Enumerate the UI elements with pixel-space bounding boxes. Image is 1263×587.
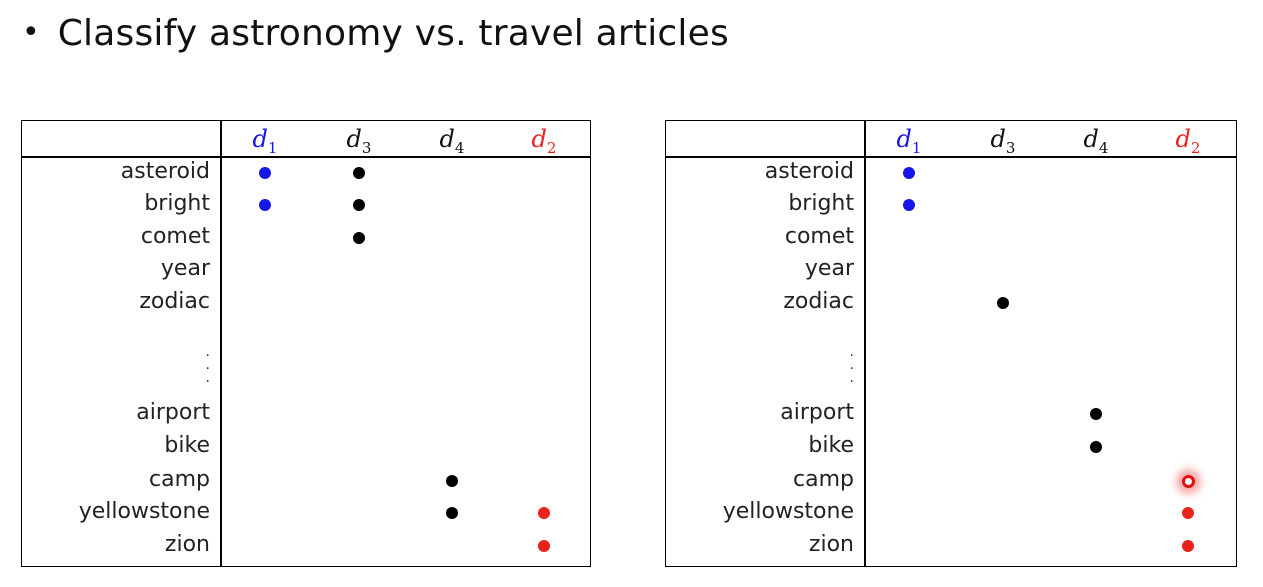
term-label-zion: zion <box>808 532 854 557</box>
dot-comet-d3 <box>353 232 365 244</box>
dot-camp-d2 <box>1181 474 1195 488</box>
ellipsis: . . . <box>849 344 854 386</box>
right-table: d1 d3 d4 d2 asteroid bright comet year zodiac air… <box>665 120 1237 567</box>
dot-zion-d2 <box>1182 540 1194 552</box>
term-label-asteroid: asteroid <box>764 159 854 184</box>
header-divider <box>666 156 1236 158</box>
term-label-asteroid: asteroid <box>120 159 210 184</box>
term-label-comet: comet <box>784 224 854 249</box>
column-header-d4: d4 <box>439 125 465 157</box>
bullet-icon: • <box>22 15 40 50</box>
dot-asteroid-d1 <box>903 167 915 179</box>
term-label-camp: camp <box>149 467 210 492</box>
term-label-comet: comet <box>140 224 210 249</box>
term-label-zodiac: zodiac <box>783 289 854 314</box>
term-label-year: year <box>160 256 210 281</box>
column-header-d1: d1 <box>252 125 278 157</box>
column-divider <box>864 121 866 566</box>
term-label-bike: bike <box>808 433 854 458</box>
term-label-airport: airport <box>136 400 210 425</box>
dot-yellowstone-d2 <box>1182 507 1194 519</box>
column-header-d2: d2 <box>531 125 557 157</box>
column-header-d3: d3 <box>990 125 1016 157</box>
column-divider <box>220 121 222 566</box>
dot-bright-d1 <box>903 199 915 211</box>
term-label-yellowstone: yellowstone <box>722 499 854 524</box>
column-header-d4: d4 <box>1083 125 1109 157</box>
dot-bike-d4 <box>1090 441 1102 453</box>
column-header-d2: d2 <box>1175 125 1201 157</box>
term-label-zodiac: zodiac <box>139 289 210 314</box>
header-divider <box>22 156 590 158</box>
term-label-yellowstone: yellowstone <box>78 499 210 524</box>
dot-bright-d1 <box>259 199 271 211</box>
column-header-d1: d1 <box>896 125 922 157</box>
slide-title: Classify astronomy vs. travel articles <box>57 12 729 54</box>
left-table: d1 d3 d4 d2 asteroid bright comet year zodiac air… <box>21 120 591 567</box>
term-label-airport: airport <box>780 400 854 425</box>
term-label-camp: camp <box>793 467 854 492</box>
term-label-year: year <box>804 256 854 281</box>
term-label-bright: bright <box>144 191 210 216</box>
column-header-d3: d3 <box>346 125 372 157</box>
dot-zion-d2 <box>538 540 550 552</box>
dot-yellowstone-d4 <box>446 507 458 519</box>
slide-title-line: • Classify astronomy vs. travel articles <box>22 8 729 58</box>
term-label-bright: bright <box>788 191 854 216</box>
dot-asteroid-d1 <box>259 167 271 179</box>
dot-bright-d3 <box>353 199 365 211</box>
term-label-zion: zion <box>164 532 210 557</box>
dot-zodiac-d3 <box>997 297 1009 309</box>
dot-yellowstone-d2 <box>538 507 550 519</box>
dot-asteroid-d3 <box>353 167 365 179</box>
ellipsis: . . . <box>205 344 210 386</box>
dot-airport-d4 <box>1090 408 1102 420</box>
dot-camp-d4 <box>446 475 458 487</box>
term-label-bike: bike <box>164 433 210 458</box>
